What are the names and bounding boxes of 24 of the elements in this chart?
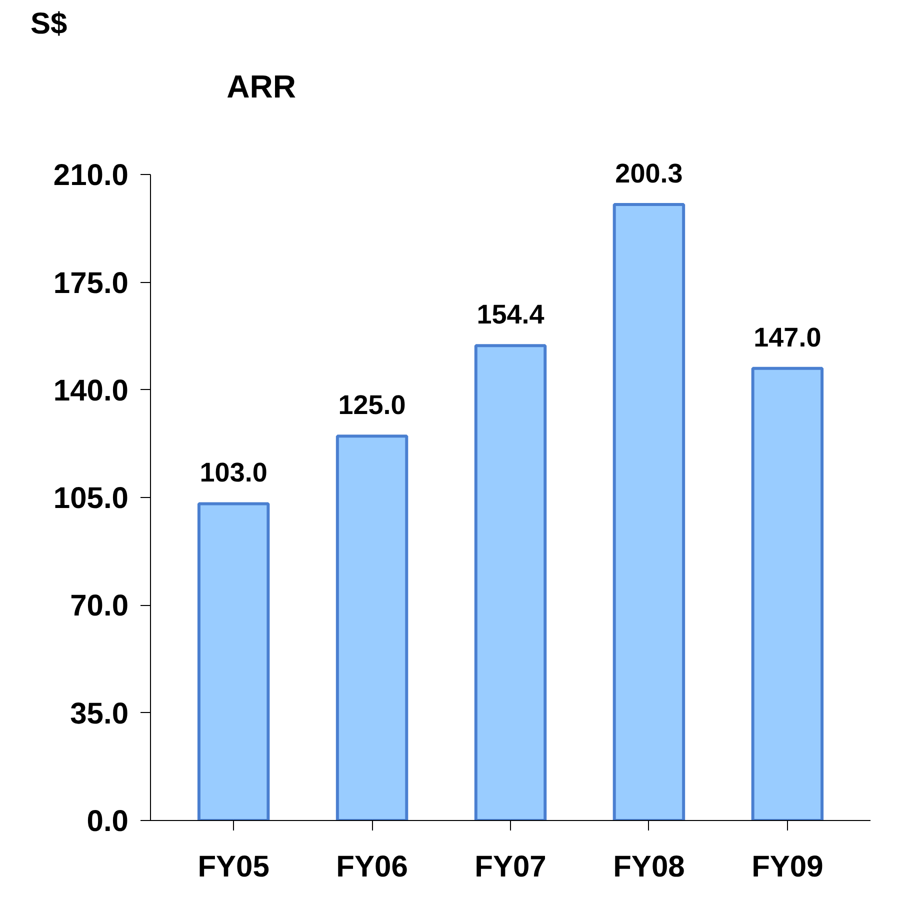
- data-label: 200.3: [615, 158, 683, 188]
- y-tick-label: 35.0: [70, 697, 128, 730]
- y-tick-label: 210.0: [53, 159, 129, 192]
- x-tick-label: FY05: [198, 850, 270, 884]
- bar: [474, 344, 547, 820]
- x-tick-label: FY09: [752, 850, 824, 884]
- y-tick-label: 70.0: [70, 590, 128, 623]
- x-tick-label: FY06: [336, 850, 408, 884]
- chart-title: ARR: [226, 68, 296, 105]
- bar: [336, 434, 408, 820]
- y-tick-label: 140.0: [53, 374, 129, 408]
- y-tick-label: 175.0: [53, 266, 129, 300]
- x-tick-label: FY08: [613, 850, 685, 884]
- bar: [751, 366, 824, 820]
- data-label: 125.0: [338, 390, 406, 420]
- data-label: 103.0: [200, 458, 268, 488]
- bar: [197, 502, 270, 820]
- y-tick-label: 0.0: [86, 805, 129, 838]
- data-label: 154.4: [476, 300, 544, 330]
- bar: [612, 203, 686, 820]
- y-axis-title: S$: [30, 8, 68, 40]
- data-label: 147.0: [754, 322, 822, 352]
- x-tick-label: FY07: [474, 850, 546, 884]
- y-tick-label: 105.0: [53, 482, 129, 516]
